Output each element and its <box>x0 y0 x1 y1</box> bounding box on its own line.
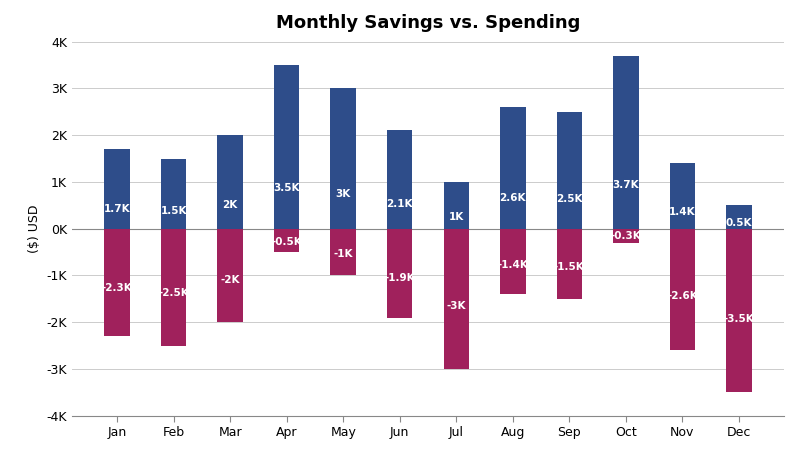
Text: 3.7K: 3.7K <box>613 181 639 190</box>
Bar <box>387 130 413 229</box>
Title: Monthly Savings vs. Spending: Monthly Savings vs. Spending <box>276 14 580 32</box>
Bar <box>387 229 413 317</box>
Text: -3.5K: -3.5K <box>723 314 754 324</box>
Bar <box>330 88 356 229</box>
Text: 1.4K: 1.4K <box>669 207 696 217</box>
Text: 3.5K: 3.5K <box>274 183 300 193</box>
Bar <box>726 229 752 392</box>
Bar <box>613 55 638 229</box>
Text: -1K: -1K <box>334 249 353 260</box>
Bar <box>500 229 526 294</box>
Text: -2K: -2K <box>220 275 240 285</box>
Bar <box>500 107 526 229</box>
Y-axis label: ($) USD: ($) USD <box>28 205 41 253</box>
Bar <box>557 112 582 229</box>
Text: -2.6K: -2.6K <box>667 291 698 301</box>
Bar <box>274 65 299 229</box>
Text: -1.5K: -1.5K <box>554 262 585 272</box>
Text: 1.5K: 1.5K <box>160 206 187 216</box>
Bar <box>330 229 356 275</box>
Bar <box>443 182 469 229</box>
Text: -2.3K: -2.3K <box>102 283 133 293</box>
Text: 2K: 2K <box>222 201 238 210</box>
Bar <box>218 229 243 322</box>
Bar <box>557 229 582 299</box>
Bar <box>670 229 695 350</box>
Text: -1.9K: -1.9K <box>385 273 415 283</box>
Text: 2.6K: 2.6K <box>499 193 526 203</box>
Bar <box>274 229 299 252</box>
Bar <box>443 229 469 369</box>
Bar <box>161 229 186 346</box>
Text: -3K: -3K <box>446 301 466 311</box>
Text: 3K: 3K <box>335 188 351 199</box>
Text: -1.4K: -1.4K <box>498 260 528 270</box>
Bar <box>104 229 130 336</box>
Bar <box>726 205 752 229</box>
Text: 1K: 1K <box>449 212 464 222</box>
Text: 1.7K: 1.7K <box>104 204 130 214</box>
Text: -0.3K: -0.3K <box>610 231 642 242</box>
Text: -2.5K: -2.5K <box>158 288 189 298</box>
Bar <box>104 149 130 229</box>
Text: 2.5K: 2.5K <box>556 195 582 205</box>
Bar <box>218 135 243 229</box>
Text: 0.5K: 0.5K <box>726 218 752 228</box>
Text: 2.1K: 2.1K <box>386 199 413 209</box>
Text: -0.5K: -0.5K <box>271 237 302 247</box>
Bar <box>613 229 638 243</box>
Bar <box>670 163 695 229</box>
Bar <box>161 158 186 229</box>
